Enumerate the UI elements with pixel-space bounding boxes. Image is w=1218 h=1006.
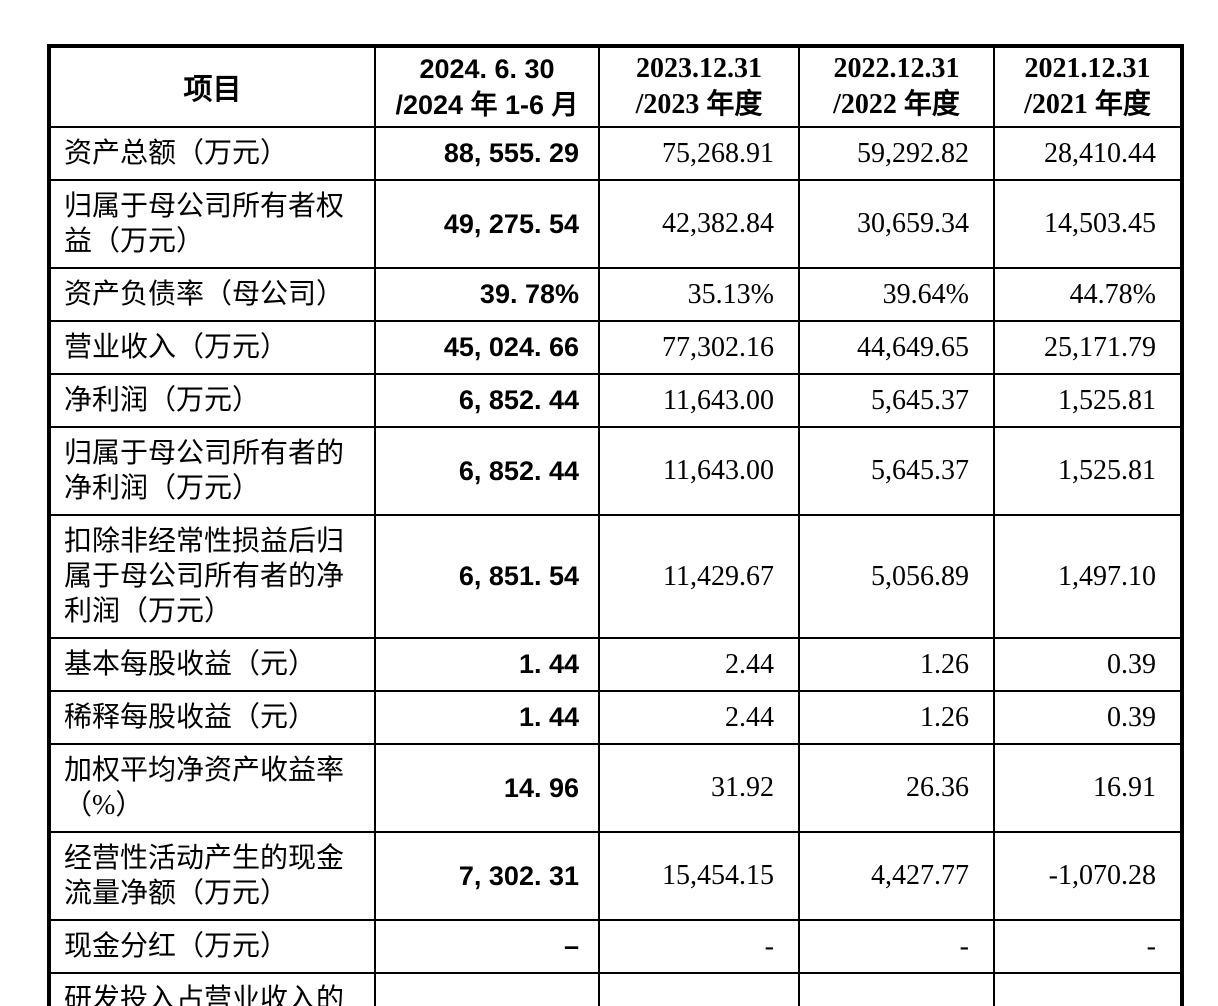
value-cell: 39.64%	[798, 267, 995, 322]
header-period-2023-line1: 2023.12.31	[636, 53, 762, 84]
value-cell: 26.36	[798, 743, 995, 833]
header-period-2024-line2: /2024 年 1-6 月	[395, 90, 579, 120]
table-row: 加权平均净资产收益率（%） 14. 96 31.92 26.36 16.91	[48, 743, 1183, 833]
table-row: 稀释每股收益（元） 1. 44 2.44 1.26 0.39	[48, 690, 1183, 745]
table-row: 资产总额（万元） 88, 555. 29 75,268.91 59,292.82 28,…	[48, 126, 1183, 181]
header-period-2023: 2023.12.31 /2023 年度	[598, 45, 800, 128]
value-cell: 30,659.34	[798, 179, 995, 269]
header-row: 项目 2024. 6. 30 /2024 年 1-6 月 2023.12.31 …	[48, 45, 1183, 128]
value-cell: 28,410.44	[993, 126, 1183, 181]
row-label: 净利润（万元）	[48, 373, 376, 428]
row-label: 归属于母公司所有者权益（万元）	[48, 179, 376, 269]
table-row: 净利润（万元） 6, 852. 44 11,643.00 5,645.37 1,525.…	[48, 373, 1183, 428]
table-row: 基本每股收益（元） 1. 44 2.44 1.26 0.39	[48, 637, 1183, 692]
value-cell: -1,070.28	[993, 831, 1183, 921]
row-label: 资产总额（万元）	[48, 126, 376, 181]
value-cell: 77,302.16	[598, 320, 800, 375]
header-period-2021-line2: /2021 年度	[1024, 89, 1151, 120]
row-label: 基本每股收益（元）	[48, 637, 376, 692]
table-row: 经营性活动产生的现金流量净额（万元） 7, 302. 31 15,454.15 4,4…	[48, 831, 1183, 921]
table-header: 项目 2024. 6. 30 /2024 年 1-6 月 2023.12.31 …	[48, 45, 1183, 128]
header-item-column: 项目	[48, 45, 376, 128]
value-cell: 1,525.81	[993, 373, 1183, 428]
value-current-period: 6. 65	[374, 972, 600, 1006]
value-cell: 6.29	[798, 972, 995, 1006]
financial-summary-table: 项目 2024. 6. 30 /2024 年 1-6 月 2023.12.31 …	[47, 44, 1184, 1006]
value-cell: 1,497.10	[993, 514, 1183, 639]
row-label: 稀释每股收益（元）	[48, 690, 376, 745]
value-cell: -	[598, 919, 800, 974]
value-cell: 2.44	[598, 637, 800, 692]
value-cell: 4,427.77	[798, 831, 995, 921]
header-period-2022: 2022.12.31 /2022 年度	[798, 45, 995, 128]
table-row: 扣除非经常性损益后归属于母公司所有者的净利润（万元） 6, 851. 54 11,4…	[48, 514, 1183, 639]
header-period-2024: 2024. 6. 30 /2024 年 1-6 月	[374, 45, 600, 128]
value-cell: -	[993, 919, 1183, 974]
value-current-period: 1. 44	[374, 637, 600, 692]
value-cell: 25,171.79	[993, 320, 1183, 375]
table-body: 资产总额（万元） 88, 555. 29 75,268.91 59,292.82 28,…	[48, 126, 1183, 1006]
value-cell: 11,643.00	[598, 426, 800, 516]
value-cell: 11,429.67	[598, 514, 800, 639]
value-cell: -	[798, 919, 995, 974]
value-cell: 1,525.81	[993, 426, 1183, 516]
header-period-2021: 2021.12.31 /2021 年度	[993, 45, 1183, 128]
header-period-2023-line2: /2023 年度	[635, 89, 763, 120]
value-cell: 44,649.65	[798, 320, 995, 375]
table-row: 归属于母公司所有者的净利润（万元） 6, 852. 44 11,643.00 5,64…	[48, 426, 1183, 516]
row-label: 营业收入（万元）	[48, 320, 376, 375]
value-cell: 1.26	[798, 690, 995, 745]
value-cell: 35.13%	[598, 267, 800, 322]
table-row: 资产负债率（母公司） 39. 78% 35.13% 39.64% 44.78%	[48, 267, 1183, 322]
value-current-period: 1. 44	[374, 690, 600, 745]
row-label: 研发投入占营业收入的比例（%）	[48, 972, 376, 1006]
header-period-2022-line2: /2022 年度	[833, 89, 960, 120]
row-label: 现金分红（万元）	[48, 919, 376, 974]
financial-summary-table-container: 项目 2024. 6. 30 /2024 年 1-6 月 2023.12.31 …	[47, 44, 1184, 1006]
value-cell: 5,645.37	[798, 373, 995, 428]
header-period-2022-line1: 2022.12.31	[833, 53, 960, 84]
value-current-period: –	[374, 919, 600, 974]
value-cell: 31.92	[598, 743, 800, 833]
table-row: 研发投入占营业收入的比例（%）6. 656.476.298.25	[48, 972, 1183, 1006]
value-current-period: 39. 78%	[374, 267, 600, 322]
table-row: 现金分红（万元） – - - -	[48, 919, 1183, 974]
row-label: 资产负债率（母公司）	[48, 267, 376, 322]
table-row: 营业收入（万元） 45, 024. 66 77,302.16 44,649.65 25,…	[48, 320, 1183, 375]
value-cell: 11,643.00	[598, 373, 800, 428]
value-cell: 2.44	[598, 690, 800, 745]
row-label: 扣除非经常性损益后归属于母公司所有者的净利润（万元）	[48, 514, 376, 639]
value-cell: 75,268.91	[598, 126, 800, 181]
value-current-period: 45, 024. 66	[374, 320, 600, 375]
value-cell: 5,645.37	[798, 426, 995, 516]
value-current-period: 7, 302. 31	[374, 831, 600, 921]
table-row: 归属于母公司所有者权益（万元） 49, 275. 54 42,382.84 30,65…	[48, 179, 1183, 269]
value-current-period: 6, 851. 54	[374, 514, 600, 639]
row-label: 归属于母公司所有者的净利润（万元）	[48, 426, 376, 516]
value-cell: 0.39	[993, 637, 1183, 692]
value-cell: 44.78%	[993, 267, 1183, 322]
header-period-2024-line1: 2024. 6. 30	[419, 54, 555, 84]
value-current-period: 14. 96	[374, 743, 600, 833]
value-cell: 16.91	[993, 743, 1183, 833]
value-cell: 59,292.82	[798, 126, 995, 181]
value-cell: 5,056.89	[798, 514, 995, 639]
row-label: 加权平均净资产收益率（%）	[48, 743, 376, 833]
value-cell: 14,503.45	[993, 179, 1183, 269]
value-current-period: 49, 275. 54	[374, 179, 600, 269]
value-current-period: 6, 852. 44	[374, 373, 600, 428]
value-cell: 6.47	[598, 972, 800, 1006]
row-label: 经营性活动产生的现金流量净额（万元）	[48, 831, 376, 921]
value-cell: 1.26	[798, 637, 995, 692]
value-cell: 0.39	[993, 690, 1183, 745]
value-cell: 15,454.15	[598, 831, 800, 921]
value-cell: 42,382.84	[598, 179, 800, 269]
value-current-period: 88, 555. 29	[374, 126, 600, 181]
header-period-2021-line1: 2021.12.31	[1024, 53, 1151, 84]
value-current-period: 6, 852. 44	[374, 426, 600, 516]
value-cell: 8.25	[993, 972, 1183, 1006]
